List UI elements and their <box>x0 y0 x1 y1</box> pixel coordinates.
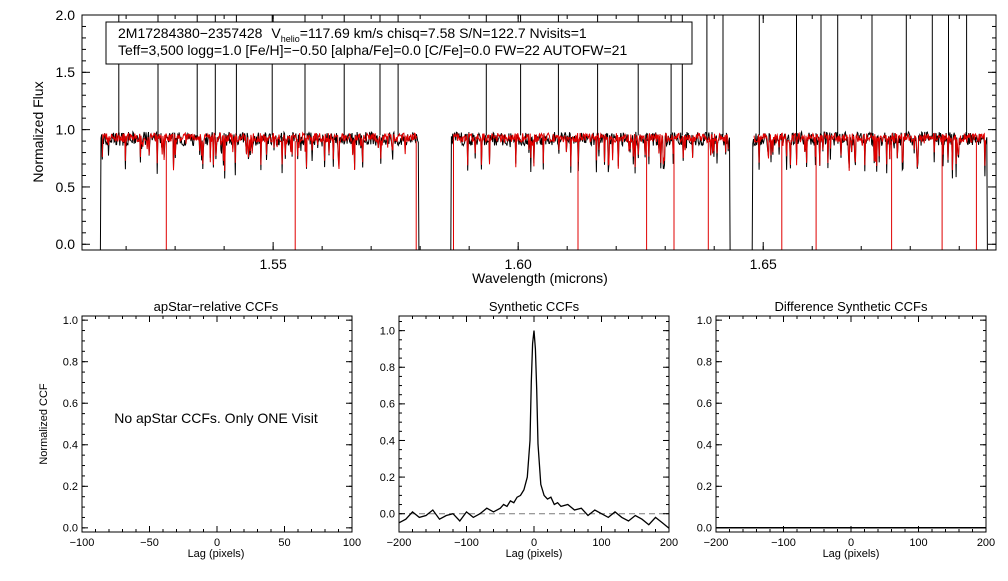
apstar-ccf-xlabel: Lag (pixels) <box>188 548 245 560</box>
y-tick-label: 0.6 <box>697 398 712 410</box>
spectrum-xlabel: Wavelength (microns) <box>472 270 608 286</box>
y-tick-label: 0.0 <box>380 509 395 521</box>
y-tick-label: 0.4 <box>380 435 395 447</box>
difference-ccf-axes: −200 −100 0 100 200 0.0 0.2 0.4 0.6 0.8 1.0 <box>697 315 995 549</box>
x-tick-label: 200 <box>977 537 995 549</box>
synthetic-ccf-line <box>398 330 670 529</box>
observed-spectrum-segment <box>99 130 421 250</box>
x-tick-label: −200 <box>387 537 412 549</box>
difference-ccf-panel: Difference Synthetic CCFs −200 −100 0 100 20… <box>697 299 995 560</box>
y-tick-label: 0.2 <box>697 481 712 493</box>
info-line-1: 2M17284380−2357428 Vhelio=117.69 km/s chi… <box>118 25 587 44</box>
difference-ccf-xlabel: Lag (pixels) <box>823 548 880 560</box>
model-spectrum-segment <box>753 131 986 171</box>
x-tick-label: 0 <box>531 537 537 549</box>
y-tick-label: 0.4 <box>697 440 712 452</box>
synthetic-ccf-plot-area <box>398 330 670 529</box>
apstar-ccf-axes: −100 −50 0 50 100 0.0 0.2 0.4 0.6 0.8 1.0 <box>63 315 361 549</box>
x-tick-label: −50 <box>140 537 159 549</box>
x-tick-label: 1.60 <box>505 256 532 272</box>
y-tick-label: 1.5 <box>56 64 76 80</box>
apstar-ccf-ylabel: Normalized CCF <box>38 383 50 465</box>
info-line-2: Teff=3,500 logg=1.0 [Fe/H]=−0.50 [alpha/… <box>118 42 627 58</box>
spectrum-axes: 1.55 1.60 1.65 0.0 0.5 1.0 1.5 2.0 <box>56 7 996 272</box>
v-rest: =117.69 km/s chisq=7.58 S/N=122.7 Nvisit… <box>300 25 587 41</box>
x-tick-label: 100 <box>909 537 927 549</box>
y-tick-label: 0.8 <box>380 362 395 374</box>
y-tick-label: 0.2 <box>63 481 78 493</box>
star-id: 2M17284380−2357428 <box>118 25 263 41</box>
y-tick-label: 0.8 <box>63 357 78 369</box>
v-prefix: V <box>271 25 281 41</box>
y-tick-label: 2.0 <box>56 7 76 23</box>
difference-ccf-title: Difference Synthetic CCFs <box>775 299 928 314</box>
x-tick-label: 200 <box>660 537 678 549</box>
v-subscript: helio <box>281 34 300 44</box>
y-tick-label: 0.4 <box>63 440 78 452</box>
spectrum-ylabel: Normalized Flux <box>30 81 46 182</box>
y-tick-label: 0.5 <box>56 179 76 195</box>
apstar-ccf-message: No apStar CCFs. Only ONE Visit <box>114 410 318 426</box>
x-tick-label: 0 <box>848 537 854 549</box>
y-tick-label: 0.0 <box>56 236 76 252</box>
y-tick-label: 0.2 <box>380 472 395 484</box>
x-tick-label: 100 <box>592 537 610 549</box>
synthetic-ccf-title: Synthetic CCFs <box>489 299 580 314</box>
synthetic-ccf-panel: Synthetic CCFs −200 −100 0 100 200 0.0 0.2 0.4 0… <box>380 299 678 560</box>
x-tick-label: −100 <box>771 537 796 549</box>
y-tick-label: 0.0 <box>697 523 712 535</box>
y-tick-label: 0.6 <box>63 398 78 410</box>
x-tick-label: 100 <box>343 537 361 549</box>
info-box-frame <box>105 21 693 65</box>
x-tick-label: 1.55 <box>260 256 287 272</box>
apstar-ccf-panel: apStar−relative CCFs −100 −50 0 50 100 0.0 0.2… <box>38 299 361 560</box>
x-tick-label: −100 <box>454 537 479 549</box>
y-tick-label: 1.0 <box>56 122 76 138</box>
y-tick-label: 1.0 <box>380 325 395 337</box>
synthetic-ccf-xlabel: Lag (pixels) <box>506 548 563 560</box>
spectrum-panel: 1.55 1.60 1.65 0.0 0.5 1.0 1.5 2.0 Wavelength (… <box>30 7 997 286</box>
x-tick-label: 0 <box>214 537 220 549</box>
x-tick-label: 1.65 <box>750 256 777 272</box>
y-tick-label: 0.6 <box>380 399 395 411</box>
apstar-ccf-title: apStar−relative CCFs <box>154 299 279 314</box>
synthetic-ccf-axes: −200 −100 0 100 200 0.0 0.2 0.4 0.6 0.8 1.0 <box>380 316 678 549</box>
y-tick-label: 0.0 <box>63 523 78 535</box>
info-box: 2M17284380−2357428 Vhelio=117.69 km/s chi… <box>105 21 693 65</box>
y-tick-label: 0.8 <box>697 357 712 369</box>
spectrum-frame <box>81 14 997 251</box>
x-tick-label: −200 <box>704 537 729 549</box>
x-tick-label: −100 <box>70 537 95 549</box>
x-tick-label: 50 <box>278 537 290 549</box>
y-tick-label: 1.0 <box>63 315 78 327</box>
y-tick-label: 1.0 <box>697 315 712 327</box>
model-spectrum-segment <box>101 131 418 172</box>
model-spectrum-segment <box>452 131 729 169</box>
